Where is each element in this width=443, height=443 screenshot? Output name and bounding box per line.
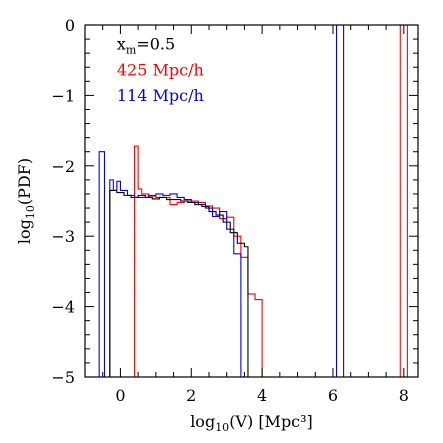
y-axis-label: log10(PDF) bbox=[15, 158, 37, 244]
y-tick-label: −1 bbox=[51, 86, 75, 105]
legend-entry-425: 425 Mpc/h bbox=[117, 61, 204, 80]
y-tick-label: −3 bbox=[51, 227, 75, 246]
legend-entry-114: 114 Mpc/h bbox=[117, 86, 204, 105]
x-tick-label: 0 bbox=[115, 386, 125, 405]
series-line-1 bbox=[98, 151, 242, 378]
series-line-0 bbox=[134, 145, 263, 377]
series-line-2 bbox=[109, 189, 249, 377]
x-tick-label: 8 bbox=[399, 386, 409, 405]
plot-frame bbox=[84, 24, 419, 378]
y-tick-label: 0 bbox=[65, 16, 75, 35]
tick-labels: 0 2 4 6 8 0 −1 −2 −3 −4 −5 bbox=[51, 16, 409, 405]
y-tick-label: −2 bbox=[51, 157, 75, 176]
y-tick-label: −4 bbox=[51, 298, 75, 317]
y-tick-label: −5 bbox=[51, 368, 75, 387]
x-tick-label: 6 bbox=[328, 386, 338, 405]
x-tick-label: 2 bbox=[186, 386, 196, 405]
series-spike-0-0 bbox=[399, 24, 408, 377]
x-tick-label: 4 bbox=[257, 386, 267, 405]
x-axis-label: log10(V) [Mpc³] bbox=[190, 412, 313, 434]
plot-lines bbox=[98, 24, 408, 378]
axis-ticks bbox=[84, 24, 418, 378]
series-spike-1-0 bbox=[335, 24, 345, 377]
legend-annotation: xm=0.5 bbox=[117, 35, 175, 57]
legend: xm=0.5 425 Mpc/h 114 Mpc/h bbox=[117, 35, 204, 105]
